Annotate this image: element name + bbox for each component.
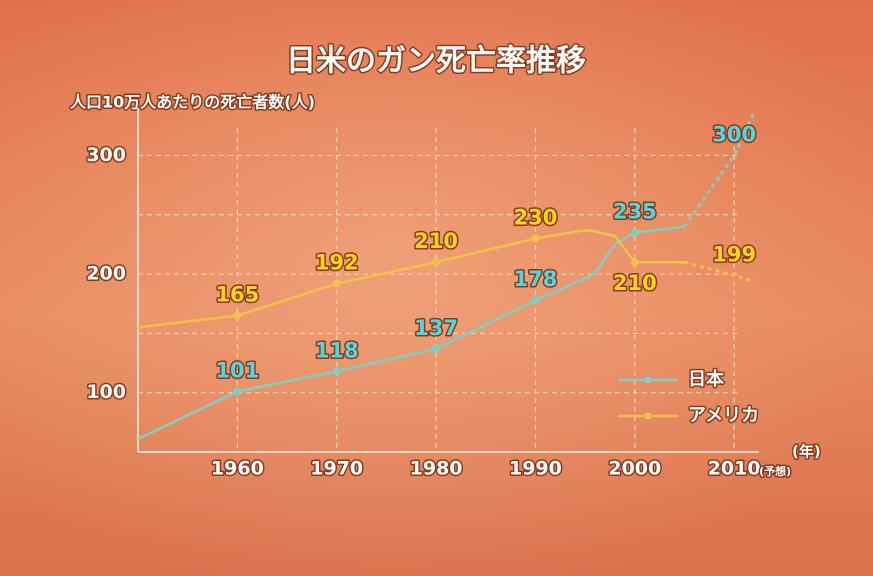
- series-line: [684, 260, 755, 283]
- data-point: [630, 258, 639, 267]
- data-point: [233, 387, 242, 396]
- data-point: [332, 367, 341, 376]
- data-point: [432, 344, 441, 353]
- data-point: [332, 279, 341, 288]
- data-point: [531, 234, 540, 243]
- y-tick-label: 300: [86, 144, 126, 166]
- x-tick-label: 1960: [211, 458, 264, 480]
- data-label: 210: [414, 229, 458, 253]
- y-tick-label: 100: [86, 381, 126, 403]
- x-tick-label: 1980: [410, 458, 463, 480]
- data-label: 235: [613, 200, 657, 224]
- data-label: 230: [514, 205, 558, 229]
- data-point: [630, 228, 639, 237]
- x-note: (予想): [759, 464, 791, 478]
- data-label: 178: [514, 267, 558, 291]
- y-tick-label: 200: [86, 263, 126, 285]
- data-label: 137: [414, 316, 458, 340]
- x-tick-label: 1970: [310, 458, 363, 480]
- data-point: [432, 258, 441, 267]
- data-point: [233, 311, 242, 320]
- legend-label: アメリカ: [688, 405, 759, 426]
- data-label: 192: [315, 251, 359, 275]
- data-label: 101: [215, 359, 259, 383]
- legend-dot: [644, 376, 652, 384]
- series-line: [137, 228, 685, 329]
- legend-dot: [644, 412, 652, 420]
- y-axis-label: 人口10万人あたりの死亡者数(人): [70, 93, 315, 112]
- chart-title: 日米のガン死亡率推移: [286, 44, 586, 79]
- x-tick-label: 1990: [509, 458, 562, 480]
- x-tick-label: 2010: [708, 458, 761, 480]
- data-label: 118: [315, 338, 359, 362]
- data-label: 210: [613, 271, 657, 295]
- data-point: [531, 296, 540, 305]
- series-line: [137, 225, 685, 441]
- data-label: 165: [215, 283, 259, 307]
- data-label: 199: [712, 242, 756, 266]
- legend-label: 日本: [688, 368, 724, 390]
- x-tick-label: 2000: [608, 458, 661, 480]
- data-label: 300: [712, 122, 756, 146]
- x-axis-label: (年): [792, 443, 821, 461]
